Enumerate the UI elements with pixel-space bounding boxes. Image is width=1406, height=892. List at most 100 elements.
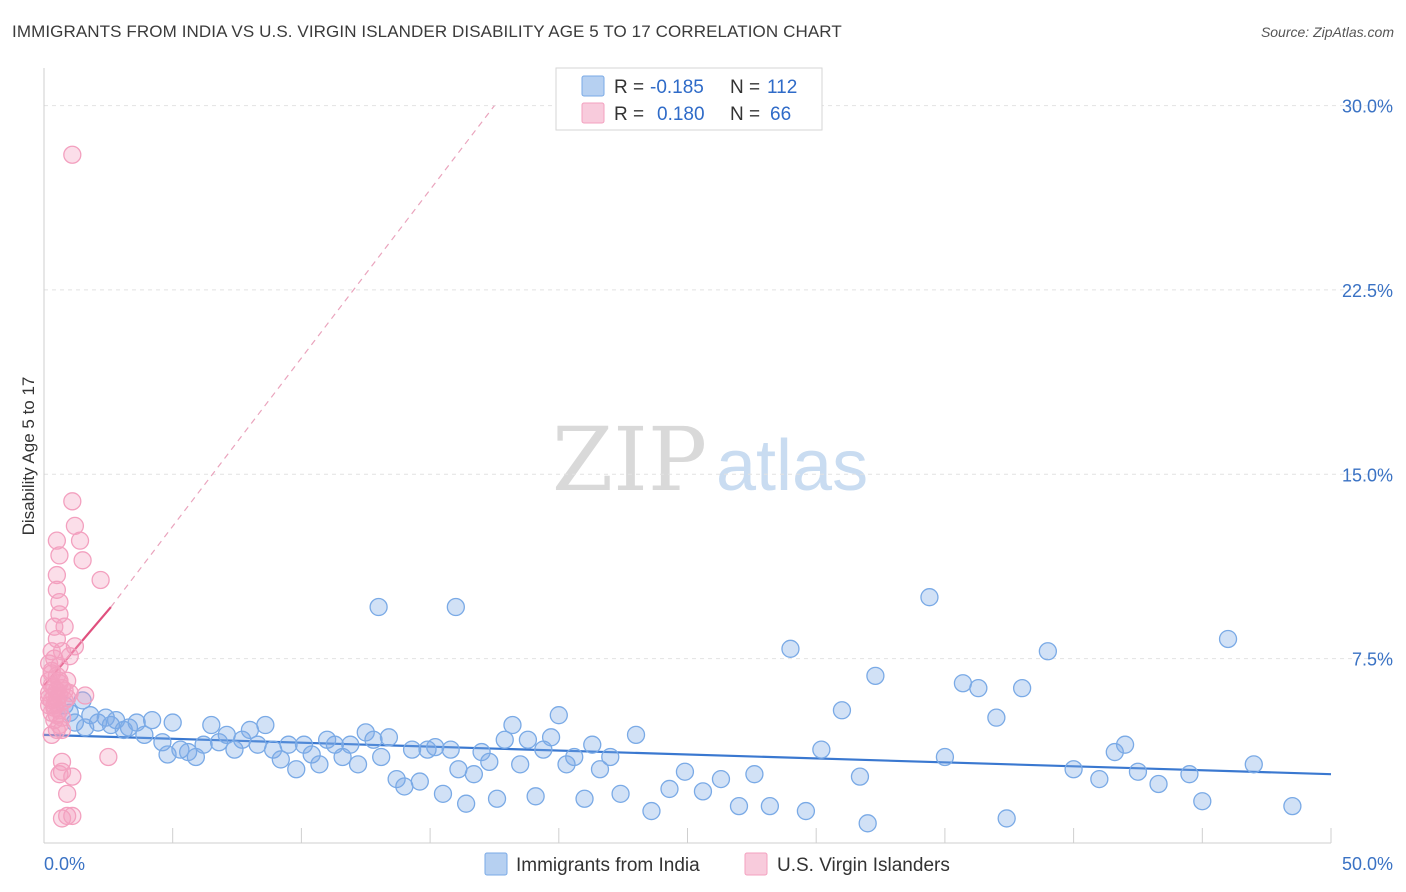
india-point bbox=[369, 597, 388, 617]
india-point bbox=[426, 737, 445, 757]
india-point bbox=[364, 730, 383, 749]
india-point bbox=[760, 796, 780, 816]
virgin-islander-point bbox=[91, 570, 110, 590]
y-tick-label: 7.5% bbox=[1352, 650, 1393, 670]
series-legend-label-virgin-islanders: U.S. Virgin Islanders bbox=[777, 855, 950, 876]
india-point bbox=[356, 723, 375, 742]
virgin-islander-point bbox=[47, 565, 67, 585]
data-points bbox=[39, 145, 1302, 833]
india-point bbox=[1193, 792, 1212, 811]
india-point bbox=[575, 789, 594, 808]
legend-r-value-india: -0.185 bbox=[650, 77, 704, 98]
india-point bbox=[348, 755, 368, 774]
india-point bbox=[969, 678, 988, 698]
india-point bbox=[866, 666, 885, 686]
india-point bbox=[209, 733, 229, 752]
virgin-islander-point bbox=[63, 145, 82, 164]
india-point bbox=[1115, 735, 1135, 754]
india-point bbox=[163, 713, 182, 732]
india-point bbox=[796, 801, 816, 821]
y-tick-labels: 7.5% 15.0% 22.5% 30.0% bbox=[1342, 97, 1393, 670]
india-point bbox=[1038, 642, 1058, 661]
india-point bbox=[1149, 774, 1168, 794]
virgin-islander-point bbox=[45, 696, 64, 715]
india-point bbox=[1283, 796, 1302, 816]
india-point bbox=[565, 747, 584, 767]
y-tick-label: 30.0% bbox=[1342, 97, 1393, 117]
india-point bbox=[135, 725, 154, 744]
india-point bbox=[541, 728, 561, 747]
india-point bbox=[256, 715, 275, 735]
india-point bbox=[81, 706, 100, 725]
india-point bbox=[583, 735, 602, 754]
legend-r-value-virgin-islanders: 0.180 bbox=[657, 104, 705, 125]
india-point bbox=[503, 715, 522, 735]
india-point bbox=[294, 735, 314, 754]
india-point bbox=[456, 794, 476, 813]
virgin-islander-point bbox=[47, 720, 67, 740]
india-point bbox=[480, 752, 499, 772]
india-point bbox=[549, 706, 568, 725]
india-point bbox=[287, 760, 306, 779]
virgin-islander-point bbox=[50, 671, 69, 690]
india-point bbox=[387, 769, 406, 789]
stats-legend: R = -0.185 N = 112 R = 0.180 N = 66 bbox=[555, 67, 823, 131]
legend-n-value-virgin-islanders: 66 bbox=[770, 104, 791, 125]
virgin-islander-point bbox=[47, 531, 67, 550]
virgin-islander-trend-extension bbox=[110, 105, 495, 608]
virgin-islander-trend-line bbox=[43, 606, 112, 687]
india-point bbox=[675, 762, 695, 781]
india-point bbox=[441, 740, 460, 759]
india-point bbox=[341, 735, 360, 754]
india-point bbox=[1218, 629, 1238, 649]
virgin-islander-point bbox=[42, 725, 61, 744]
india-point bbox=[997, 809, 1016, 828]
india-point bbox=[449, 760, 468, 779]
legend-n-label-virgin-islanders: N = bbox=[730, 104, 760, 125]
india-point bbox=[642, 801, 661, 821]
india-point bbox=[225, 740, 244, 759]
legend-r-label-virgin-islanders: R = bbox=[614, 104, 644, 125]
y-axis-label: Disability Age 5 to 17 bbox=[19, 377, 38, 536]
india-point bbox=[626, 725, 646, 744]
india-point bbox=[601, 747, 620, 767]
grid bbox=[44, 105, 1392, 660]
legend-n-label-india: N = bbox=[730, 77, 760, 98]
series-legend-swatch-india bbox=[484, 852, 508, 876]
india-point bbox=[487, 789, 507, 808]
series-legend-label-india: Immigrants from India bbox=[516, 855, 700, 876]
india-point bbox=[142, 710, 162, 730]
watermark-atlas: atlas bbox=[716, 426, 868, 506]
india-point bbox=[379, 728, 399, 747]
india-point bbox=[1090, 769, 1109, 789]
chart-title: IMMIGRANTS FROM INDIA VS U.S. VIRGIN ISL… bbox=[12, 22, 842, 41]
india-point bbox=[1180, 765, 1199, 784]
india-point bbox=[518, 730, 538, 749]
india-point bbox=[920, 588, 939, 607]
india-point bbox=[472, 742, 491, 762]
india-point bbox=[464, 765, 484, 784]
watermark-zip: ZIP bbox=[552, 408, 707, 511]
legend-swatch-india bbox=[581, 75, 605, 97]
india-point bbox=[446, 597, 465, 617]
india-point bbox=[248, 735, 267, 754]
india-point bbox=[987, 708, 1006, 727]
india-trend-line bbox=[43, 733, 1332, 776]
india-point bbox=[711, 769, 731, 789]
india-point bbox=[1105, 742, 1124, 762]
virgin-islander-point bbox=[99, 747, 118, 767]
india-point bbox=[372, 747, 391, 767]
india-point bbox=[832, 701, 852, 720]
virgin-islander-point bbox=[63, 767, 82, 786]
india-point bbox=[781, 639, 800, 658]
series-legend-swatch-virgin-islanders bbox=[744, 852, 768, 876]
india-point bbox=[693, 782, 713, 801]
virgin-islander-point bbox=[58, 784, 77, 803]
india-point bbox=[729, 796, 749, 816]
legend-swatch-virgin-islanders bbox=[581, 102, 605, 124]
series-legend: Immigrants from India U.S. Virgin Island… bbox=[484, 852, 950, 876]
virgin-islander-point bbox=[42, 664, 61, 683]
india-point bbox=[310, 755, 329, 774]
legend-r-label-india: R = bbox=[614, 77, 644, 98]
